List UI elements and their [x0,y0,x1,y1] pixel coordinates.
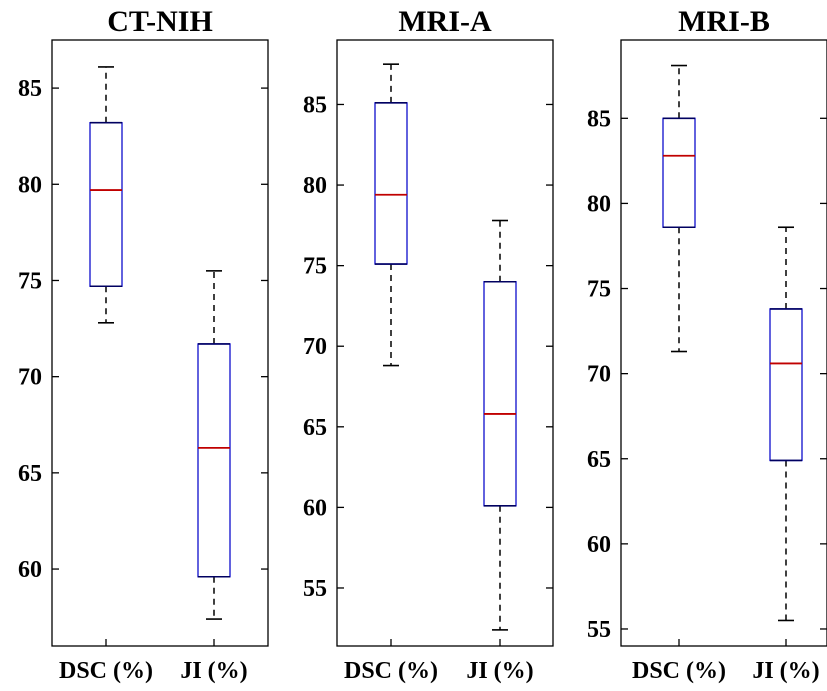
plot-frame [51,39,269,647]
y-tick-label: 60 [587,532,611,558]
y-tick-label: 80 [303,173,327,199]
y-tick-label: 85 [303,92,327,118]
chart-panel-1: MRI-A 55 60 65 70 75 80 85 DSC (%) JI (%) [303,5,554,684]
category-label: JI (%) [180,658,247,684]
category-label: DSC (%) [344,658,438,684]
category-label: JI (%) [752,658,819,684]
box-1-0 [374,63,408,367]
y-tick-label: 70 [303,334,327,360]
interquartile-box [89,122,123,287]
interquartile-box [483,281,517,507]
y-tick-label: 60 [303,495,327,521]
chart-title: CT-NIH [107,5,213,38]
y-tick-label: 65 [303,415,327,441]
chart-title: MRI-A [398,5,492,38]
box-2-0 [662,64,696,353]
interquartile-box [769,308,803,462]
y-tick-label: 55 [587,617,611,643]
y-tick-label: 85 [587,106,611,132]
plot-frame [620,39,827,647]
y-tick-label: 85 [18,76,42,102]
interquartile-box [662,117,696,228]
plot-frame [336,39,554,647]
y-tick-label: 75 [587,277,611,303]
y-tick-label: 80 [18,172,42,198]
box-2-1 [769,226,803,622]
y-tick-label: 55 [303,576,327,602]
y-tick-label: 75 [303,254,327,280]
box-0-1 [197,270,231,620]
chart-title: MRI-B [678,5,770,38]
y-tick-label: 70 [587,362,611,388]
y-tick-label: 60 [18,557,42,583]
box-1-1 [483,219,517,631]
chart-panel-0: CT-NIH 60 65 70 75 80 85 DSC (%) JI (%) [18,5,269,684]
y-tick-label: 70 [18,365,42,391]
category-label: DSC (%) [632,658,726,684]
y-tick-label: 75 [18,268,42,294]
y-tick-label: 65 [587,447,611,473]
category-label: DSC (%) [59,658,153,684]
interquartile-box [374,102,408,265]
box-0-0 [89,66,123,324]
category-label: JI (%) [466,658,533,684]
y-tick-label: 80 [587,191,611,217]
y-tick-label: 65 [18,461,42,487]
chart-panel-2: MRI-B 55 60 65 70 75 80 85 DSC (%) JI (%) [587,5,827,684]
interquartile-box [197,343,231,578]
